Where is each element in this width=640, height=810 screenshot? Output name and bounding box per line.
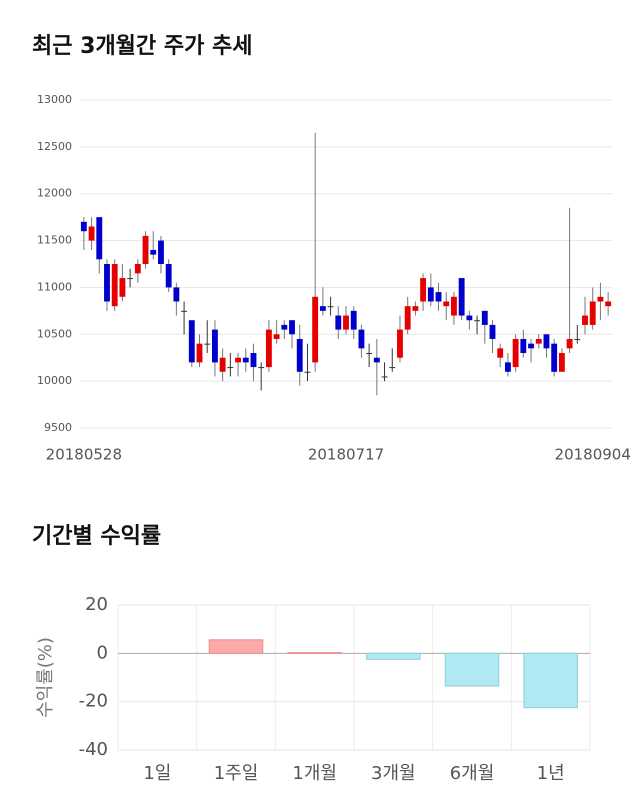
candle-body	[88, 226, 95, 241]
candle-body	[458, 278, 465, 316]
candle-body	[497, 348, 504, 358]
x-tick-label: 1주일	[214, 763, 259, 784]
candle-body	[281, 324, 288, 330]
y-tick-label: 10500	[37, 327, 72, 340]
candle-body	[312, 296, 319, 363]
candle-body	[188, 320, 195, 363]
x-tick-label: 1년	[537, 763, 565, 784]
candle-body	[173, 287, 180, 302]
candle-body	[289, 320, 295, 335]
candle-body	[412, 306, 419, 311]
candle-body	[528, 343, 534, 349]
y-tick-label: 13000	[37, 93, 72, 106]
y-tick-label: 0	[97, 642, 108, 663]
candle-body	[258, 367, 265, 369]
candle-body	[443, 301, 450, 307]
y-tick-label: 11000	[37, 280, 72, 293]
candle-body	[304, 371, 311, 373]
candle-body	[420, 278, 427, 302]
candle-body	[158, 240, 164, 264]
candle-body	[265, 329, 272, 368]
candle-body	[589, 301, 596, 325]
candle-body	[481, 310, 488, 325]
candle-body	[134, 264, 141, 274]
candle-body	[327, 306, 334, 308]
candle-body	[204, 343, 211, 345]
candle-body	[474, 320, 481, 322]
candle-body	[273, 334, 280, 339]
candle-body	[582, 315, 588, 325]
candle-body	[242, 357, 249, 363]
bar	[523, 652, 578, 709]
candle-body	[227, 367, 234, 369]
candle-body	[219, 357, 226, 372]
candle-body	[605, 301, 612, 307]
y-tick-label: 12000	[37, 187, 72, 200]
candle-body	[397, 329, 403, 358]
x-tick-label: 20180528	[46, 446, 122, 464]
x-tick-label: 20180717	[308, 446, 384, 464]
chart-title: 최근 3개월간 주가 추세	[32, 34, 252, 59]
candle-body	[373, 357, 380, 363]
y-tick-label: 11500	[37, 234, 72, 247]
candle-body	[520, 338, 527, 354]
candle-body	[389, 367, 396, 369]
candle-body	[196, 343, 203, 363]
y-tick-label: 10000	[37, 374, 72, 387]
x-tick-label: 20180904	[555, 446, 631, 464]
candle-body	[489, 324, 496, 339]
candle-body	[111, 264, 118, 307]
candle-body	[466, 315, 473, 321]
candle-body	[181, 310, 188, 312]
candle-body	[504, 362, 511, 372]
candle-body	[211, 329, 218, 363]
bar	[287, 652, 342, 654]
x-tick-label: 1일	[143, 763, 171, 784]
y-tick-label: -40	[79, 739, 108, 760]
candle-body	[250, 353, 257, 368]
candle-body	[235, 357, 241, 363]
candle-body	[119, 278, 126, 297]
candle-body	[366, 353, 373, 355]
x-tick-label: 6개월	[450, 763, 495, 784]
candle-body	[165, 264, 172, 288]
candle-body	[80, 221, 87, 232]
candle-body	[451, 296, 457, 316]
candle-body	[427, 287, 434, 302]
candle-body	[104, 264, 110, 302]
candle-body	[566, 338, 573, 349]
candle-body	[543, 334, 550, 349]
candle-body	[150, 249, 157, 255]
bar	[444, 652, 500, 687]
candle-body	[512, 338, 519, 368]
candle-body	[96, 217, 103, 260]
candle-body	[319, 306, 326, 311]
candle-body	[335, 315, 342, 330]
candle-body	[350, 310, 357, 330]
candle-body	[435, 292, 442, 302]
y-axis-label: 수익률(%)	[35, 637, 56, 718]
candle-body	[597, 296, 604, 302]
candle-body	[381, 376, 388, 378]
candle-body	[404, 306, 411, 330]
candle-body	[343, 315, 349, 330]
candle-body	[535, 338, 542, 344]
candle-body	[142, 235, 149, 264]
candle-body	[127, 278, 134, 280]
x-tick-label: 1개월	[292, 763, 337, 784]
y-tick-label: 12500	[37, 140, 72, 153]
y-tick-label: 20	[85, 594, 108, 615]
chart-title: 기간별 수익률	[32, 524, 161, 549]
candle-body	[296, 338, 303, 372]
candle-body	[358, 329, 365, 349]
y-tick-label: 9500	[44, 421, 72, 434]
candle-body	[558, 353, 565, 372]
bar	[366, 652, 421, 660]
candle-body	[551, 343, 558, 372]
y-tick-label: -20	[79, 691, 108, 712]
candle-body	[574, 338, 581, 340]
bar	[208, 639, 264, 654]
x-tick-label: 3개월	[371, 763, 416, 784]
